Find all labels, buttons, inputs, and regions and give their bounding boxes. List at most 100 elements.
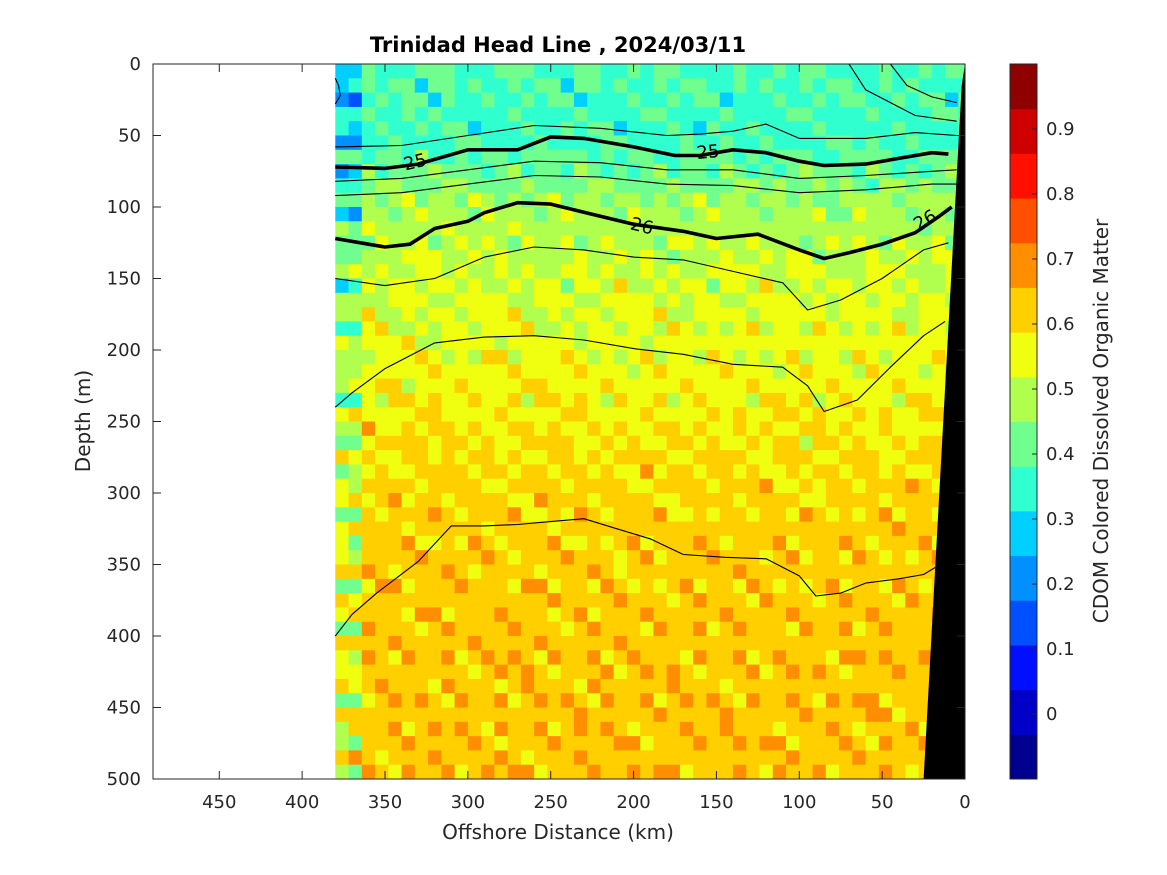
heatmap-cell <box>348 750 363 766</box>
heatmap-cell <box>454 192 469 208</box>
heatmap-cell <box>812 750 827 766</box>
heatmap-cell <box>494 521 509 537</box>
heatmap-cell <box>945 178 959 194</box>
heatmap-cell <box>414 321 429 337</box>
heatmap-cell <box>626 750 641 766</box>
heatmap-cell <box>706 435 721 451</box>
heatmap-cell <box>467 350 482 365</box>
heatmap-cell <box>613 249 628 265</box>
heatmap-cell <box>441 750 456 766</box>
heatmap-cell <box>520 235 535 251</box>
heatmap-cell <box>573 321 588 337</box>
heatmap-cell <box>812 607 827 623</box>
heatmap-cell <box>706 221 721 237</box>
colorbar-swatch <box>1010 153 1037 199</box>
heatmap-cell <box>852 378 867 394</box>
heatmap-cell <box>839 221 853 237</box>
heatmap-cell <box>534 450 548 465</box>
heatmap-cell <box>587 593 602 608</box>
heatmap-cell <box>375 607 389 623</box>
heatmap-cell <box>839 636 853 651</box>
heatmap-cell <box>600 278 615 294</box>
heatmap-cell <box>640 407 655 423</box>
heatmap-cell <box>626 450 641 465</box>
heatmap-cell <box>693 736 708 751</box>
heatmap-cell <box>865 407 880 423</box>
heatmap-cell <box>892 435 906 451</box>
heatmap-cell <box>626 636 641 651</box>
heatmap-cell <box>573 464 588 480</box>
heatmap-cell <box>839 721 853 737</box>
heatmap-cell <box>428 493 442 508</box>
heatmap-cell <box>507 507 522 523</box>
heatmap-cell <box>507 478 522 494</box>
heatmap-cell <box>587 278 602 294</box>
heatmap-cell <box>905 278 920 294</box>
heatmap-cell <box>335 192 350 208</box>
heatmap-cell <box>507 621 522 637</box>
heatmap-cell <box>520 278 535 294</box>
colorbar-swatch <box>1010 510 1037 557</box>
heatmap-cell <box>666 435 681 451</box>
heatmap-cell <box>454 78 469 94</box>
heatmap-cell <box>626 550 641 566</box>
heatmap-cell <box>520 535 535 551</box>
heatmap-cell <box>931 407 946 423</box>
heatmap-cell <box>534 578 548 594</box>
heatmap-cell <box>401 650 416 666</box>
heatmap-cell <box>507 578 522 594</box>
heatmap-cell <box>348 736 363 751</box>
heatmap-cell <box>520 121 535 137</box>
heatmap-cell <box>786 135 800 151</box>
heatmap-cell <box>679 650 694 666</box>
heatmap-cell <box>573 521 588 537</box>
heatmap-cell <box>388 350 403 365</box>
heatmap-cell <box>520 750 535 766</box>
heatmap-cell <box>839 535 853 551</box>
heatmap-cell <box>786 736 800 751</box>
heatmap-cell <box>560 593 575 608</box>
heatmap-cell <box>335 106 350 122</box>
heatmap-cell <box>693 78 708 94</box>
heatmap-cell <box>693 92 708 108</box>
heatmap-cell <box>839 178 853 194</box>
heatmap-cell <box>560 221 575 237</box>
heatmap-cell <box>799 135 814 151</box>
heatmap-cell <box>441 693 456 709</box>
heatmap-cell <box>547 621 562 637</box>
heatmap-cell <box>733 593 747 608</box>
heatmap-cell <box>706 364 721 380</box>
heatmap-cell <box>746 378 761 394</box>
heatmap-cell <box>772 221 787 237</box>
heatmap-cell <box>441 621 456 637</box>
heatmap-cell <box>759 636 774 651</box>
heatmap-cell <box>547 678 562 694</box>
heatmap-cell <box>573 221 588 237</box>
heatmap-cell <box>414 364 429 380</box>
heatmap-cell <box>812 207 827 222</box>
heatmap-cell <box>361 292 376 308</box>
heatmap-cell <box>746 707 761 723</box>
heatmap-cell <box>892 450 906 465</box>
heatmap-cell <box>335 550 350 566</box>
heatmap-cell <box>534 78 548 94</box>
heatmap-cell <box>852 392 867 408</box>
heatmap-cell <box>733 264 747 280</box>
heatmap-cell <box>626 164 641 179</box>
heatmap-cell <box>733 307 747 322</box>
colorbar-label: CDOM Colored Dissolved Organic Matter <box>1089 218 1113 623</box>
heatmap-cell <box>653 578 668 594</box>
heatmap-cell <box>361 464 376 480</box>
heatmap-cell <box>786 464 800 480</box>
heatmap-cell <box>666 78 681 94</box>
heatmap-cell <box>547 664 562 680</box>
heatmap-cell <box>786 249 800 265</box>
heatmap-cell <box>918 378 933 394</box>
heatmap-cell <box>653 78 668 94</box>
heatmap-cell <box>335 764 350 779</box>
heatmap-cell <box>600 607 615 623</box>
heatmap-cell <box>388 249 403 265</box>
heatmap-cell <box>481 578 495 594</box>
heatmap-cell <box>905 493 920 508</box>
